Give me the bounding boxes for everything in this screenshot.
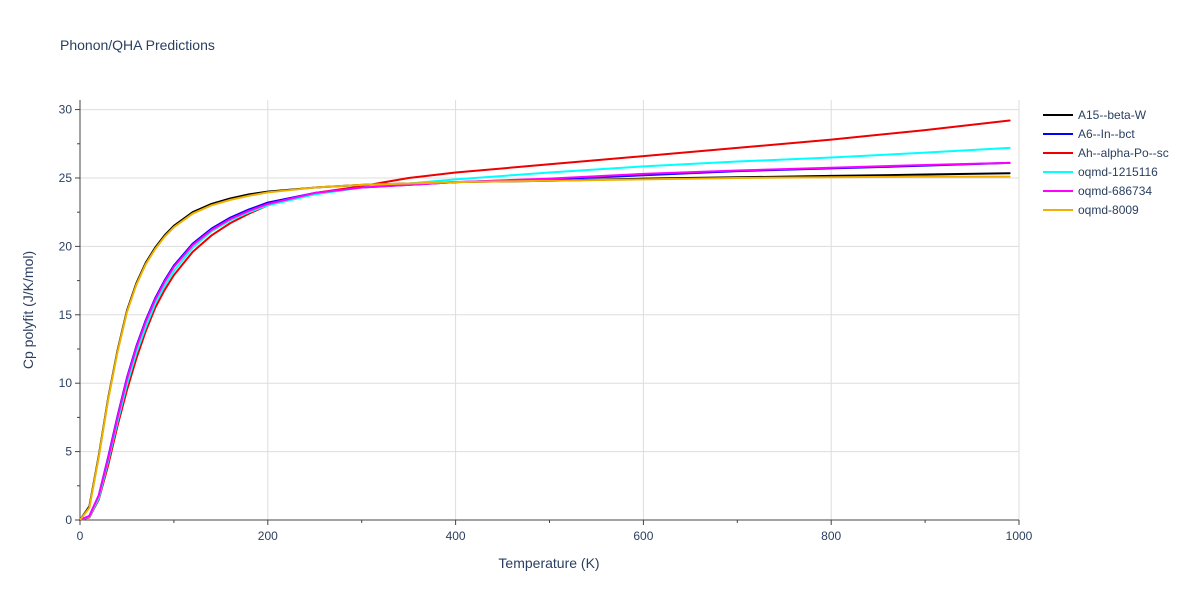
y-tick-label: 0	[65, 513, 72, 527]
series-lines	[79, 119, 1011, 521]
legend-label: Ah--alpha-Po--sc	[1078, 146, 1169, 160]
y-tick-label: 10	[59, 376, 73, 390]
chart-title: Phonon/QHA Predictions	[60, 37, 215, 53]
y-tick-label: 5	[65, 445, 72, 459]
series-line	[79, 175, 1011, 521]
y-tick-label: 25	[59, 171, 73, 185]
x-tick-label: 200	[258, 529, 278, 543]
legend: A15--beta-W A6--In--bct Ah--alpha-Po--sc oq…	[1043, 108, 1169, 217]
series-line	[79, 119, 1011, 521]
x-tick-label: 800	[821, 529, 841, 543]
legend-label: oqmd-1215116	[1078, 165, 1158, 179]
x-axis-label: Temperature (K)	[498, 555, 599, 571]
plot-area	[80, 100, 1019, 520]
series-line	[79, 146, 1011, 521]
x-tick-label: 0	[77, 529, 84, 543]
x-axis-ticks: 0 200 400 600 800 1000	[77, 520, 1033, 543]
legend-label: oqmd-8009	[1078, 203, 1139, 217]
y-tick-label: 30	[59, 103, 73, 117]
x-tick-label: 1000	[1006, 529, 1033, 543]
legend-label: A6--In--bct	[1078, 127, 1135, 141]
y-axis-ticks: 0 5 10 15 20 25 30	[59, 103, 80, 527]
x-tick-label: 600	[633, 529, 653, 543]
y-tick-label: 20	[59, 239, 73, 253]
x-tick-label: 400	[446, 529, 466, 543]
grid-lines	[80, 100, 1020, 520]
y-tick-label: 15	[59, 308, 73, 322]
y-axis-label: Cp polyfit (J/K/mol)	[20, 251, 36, 369]
legend-label: oqmd-686734	[1078, 184, 1152, 198]
series-line	[79, 161, 1011, 521]
legend-label: A15--beta-W	[1078, 108, 1147, 122]
